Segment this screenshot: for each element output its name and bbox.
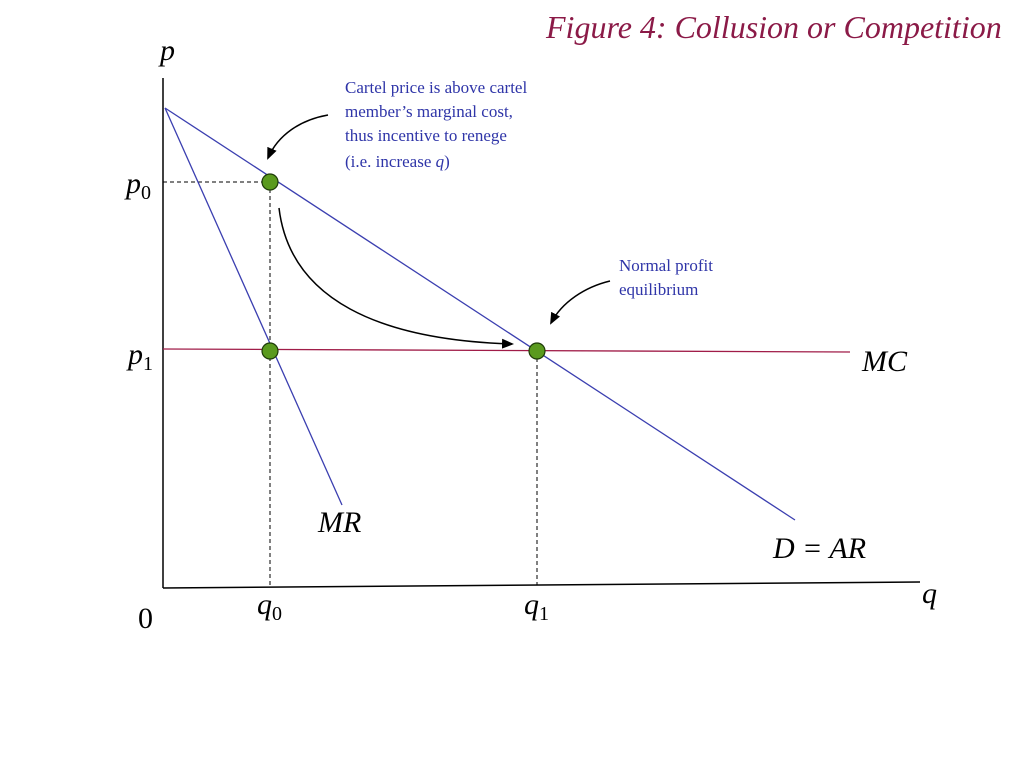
demand-ar-label: D = AR <box>772 532 866 565</box>
price-axis-label: p <box>158 34 175 67</box>
normal-profit-annotation: Normal profit equilibrium <box>619 256 713 299</box>
demand-ar-curve <box>164 107 796 521</box>
cartel-annotation-line-1: Cartel price is above cartel <box>345 78 527 97</box>
cartel-annotation-line-2: member’s marginal cost, <box>345 102 513 121</box>
p0-label: p0 <box>124 167 151 204</box>
mc-label: MC <box>861 345 908 378</box>
quantity-axis <box>162 581 921 589</box>
mr-mc-intersection-point <box>261 342 279 360</box>
q0-label: q0 <box>257 588 282 625</box>
quantity-axis-label: q <box>922 577 937 610</box>
p1-label: p1 <box>126 338 153 375</box>
cartel-price-point <box>261 173 279 191</box>
figure-title: Figure 4: Collusion or Competition <box>545 9 1002 45</box>
cartel-annotation-line-3: thus incentive to renege <box>345 126 507 145</box>
cartel-annotation: Cartel price is above cartel member’s ma… <box>345 78 527 171</box>
normal-profit-annotation-arrow <box>550 280 611 325</box>
normal-profit-annotation-line-1: Normal profit <box>619 256 713 275</box>
origin-label: 0 <box>138 602 153 635</box>
cartel-annotation-arrow <box>267 114 329 160</box>
mr-curve <box>164 107 343 506</box>
mr-label: MR <box>317 506 361 539</box>
cartel-annotation-line-4: (i.e. increase q) <box>345 152 450 171</box>
normal-profit-annotation-line-2: equilibrium <box>619 280 698 299</box>
renege-movement-arrow <box>278 207 514 349</box>
competitive-equilibrium-point <box>528 342 546 360</box>
q1-label: q1 <box>524 588 549 625</box>
